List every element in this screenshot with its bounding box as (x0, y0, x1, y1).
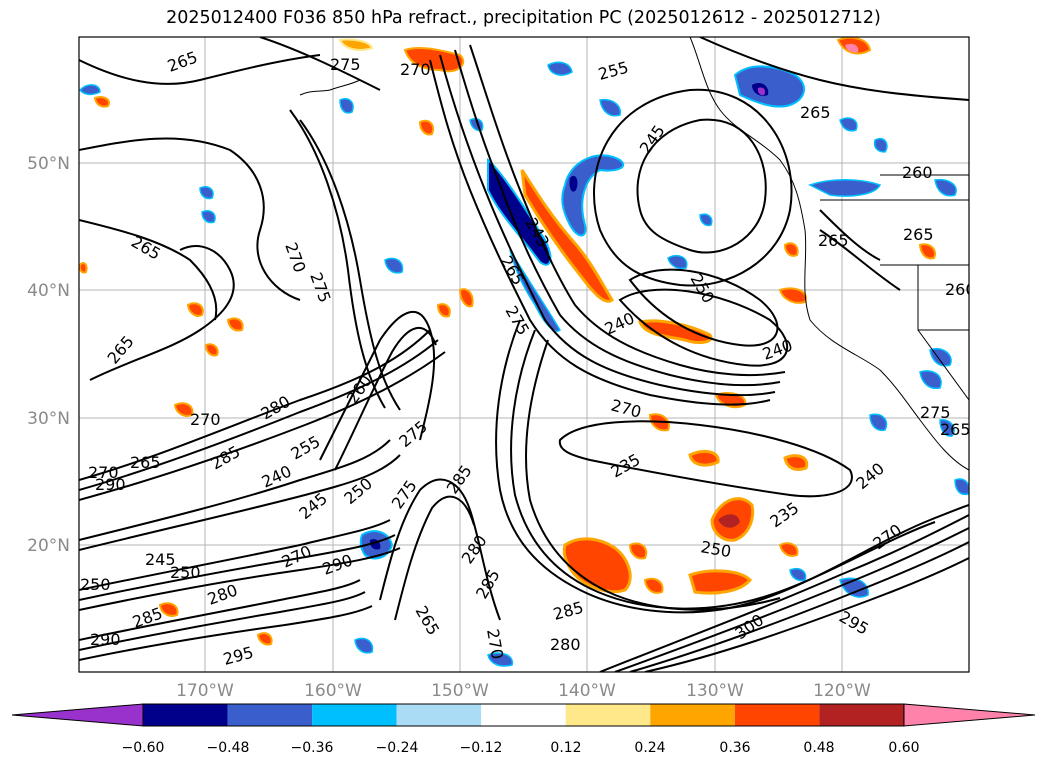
colorbar-swatch (650, 704, 735, 726)
colorbar: −0.60 −0.48 −0.36 −0.24 −0.12 0.12 0.24 … (11, 703, 1036, 756)
contour-label: 270 (88, 463, 119, 482)
contour-label: 265 (800, 103, 831, 122)
colorbar-tick-label: −0.12 (460, 740, 503, 756)
colorbar-swatch (481, 704, 566, 726)
contour-label: 260 (902, 163, 933, 182)
map-title: 2025012400 F036 850 hPa refract., precip… (166, 8, 881, 28)
colorbar-tick-label: 0.24 (634, 740, 665, 756)
colorbar-swatch (819, 704, 904, 726)
colorbar-tick-label: 0.12 (550, 740, 581, 756)
colorbar-tick-label: −0.60 (122, 740, 165, 756)
contour-label: 250 (170, 563, 201, 582)
contour-label: 275 (920, 403, 951, 422)
contour-label: 290 (90, 630, 121, 649)
lat-label: 50°N (27, 154, 70, 174)
lat-label: 20°N (27, 536, 70, 556)
colorbar-tick-label: −0.24 (376, 740, 419, 756)
contour-label: 280 (550, 635, 581, 654)
colorbar-tick-label: 0.36 (719, 740, 750, 756)
lon-label: 120°W (813, 681, 871, 701)
contour-label: 260 (945, 280, 976, 299)
refractivity-contours (79, 37, 969, 672)
contour-label: 270 (190, 410, 221, 429)
colorbar-tick-label: −0.48 (207, 740, 250, 756)
colorbar-swatches (11, 703, 1036, 727)
lon-label: 150°W (431, 681, 489, 701)
colorbar-tick-label: 0.60 (888, 740, 919, 756)
lon-label: 170°W (176, 681, 234, 701)
lon-label: 160°W (304, 681, 362, 701)
colorbar-tick-label: 0.48 (803, 740, 834, 756)
colorbar-frame (142, 703, 905, 727)
longitude-labels: 170°W 160°W 150°W 140°W 130°W 120°W (176, 681, 871, 701)
contour-label: 275 (330, 55, 361, 74)
contour-label: 270 (400, 60, 431, 79)
contour-label: 265 (818, 231, 849, 250)
contour-label: 265 (940, 420, 971, 439)
contour-label: 245 (145, 550, 176, 569)
colorbar-swatch (565, 704, 651, 726)
colorbar-swatch (396, 704, 482, 726)
contour-label: 290 (95, 475, 126, 494)
colorbar-swatch (903, 703, 1036, 727)
contour-label: 250 (80, 575, 111, 594)
colorbar-tick-label: −0.36 (291, 740, 334, 756)
colorbar-swatch (11, 703, 144, 727)
precipitation-fill (79, 37, 969, 667)
lon-label: 130°W (686, 681, 744, 701)
lat-label: 30°N (27, 409, 70, 429)
lat-label: 40°N (27, 281, 70, 301)
lon-label: 140°W (558, 681, 616, 701)
latitude-labels: 50°N 40°N 30°N 20°N (27, 154, 70, 556)
colorbar-ticks: −0.60 −0.48 −0.36 −0.24 −0.12 0.12 0.24 … (122, 740, 920, 756)
colorbar-swatch (143, 704, 228, 726)
colorbar-swatch (734, 704, 820, 726)
coastlines (299, 37, 969, 471)
colorbar-swatch (227, 704, 313, 726)
map-background (79, 37, 969, 672)
contour-label: 265 (903, 225, 934, 244)
map-frame (78, 36, 970, 673)
contour-label: 265 (130, 453, 161, 472)
colorbar-swatch (312, 704, 397, 726)
